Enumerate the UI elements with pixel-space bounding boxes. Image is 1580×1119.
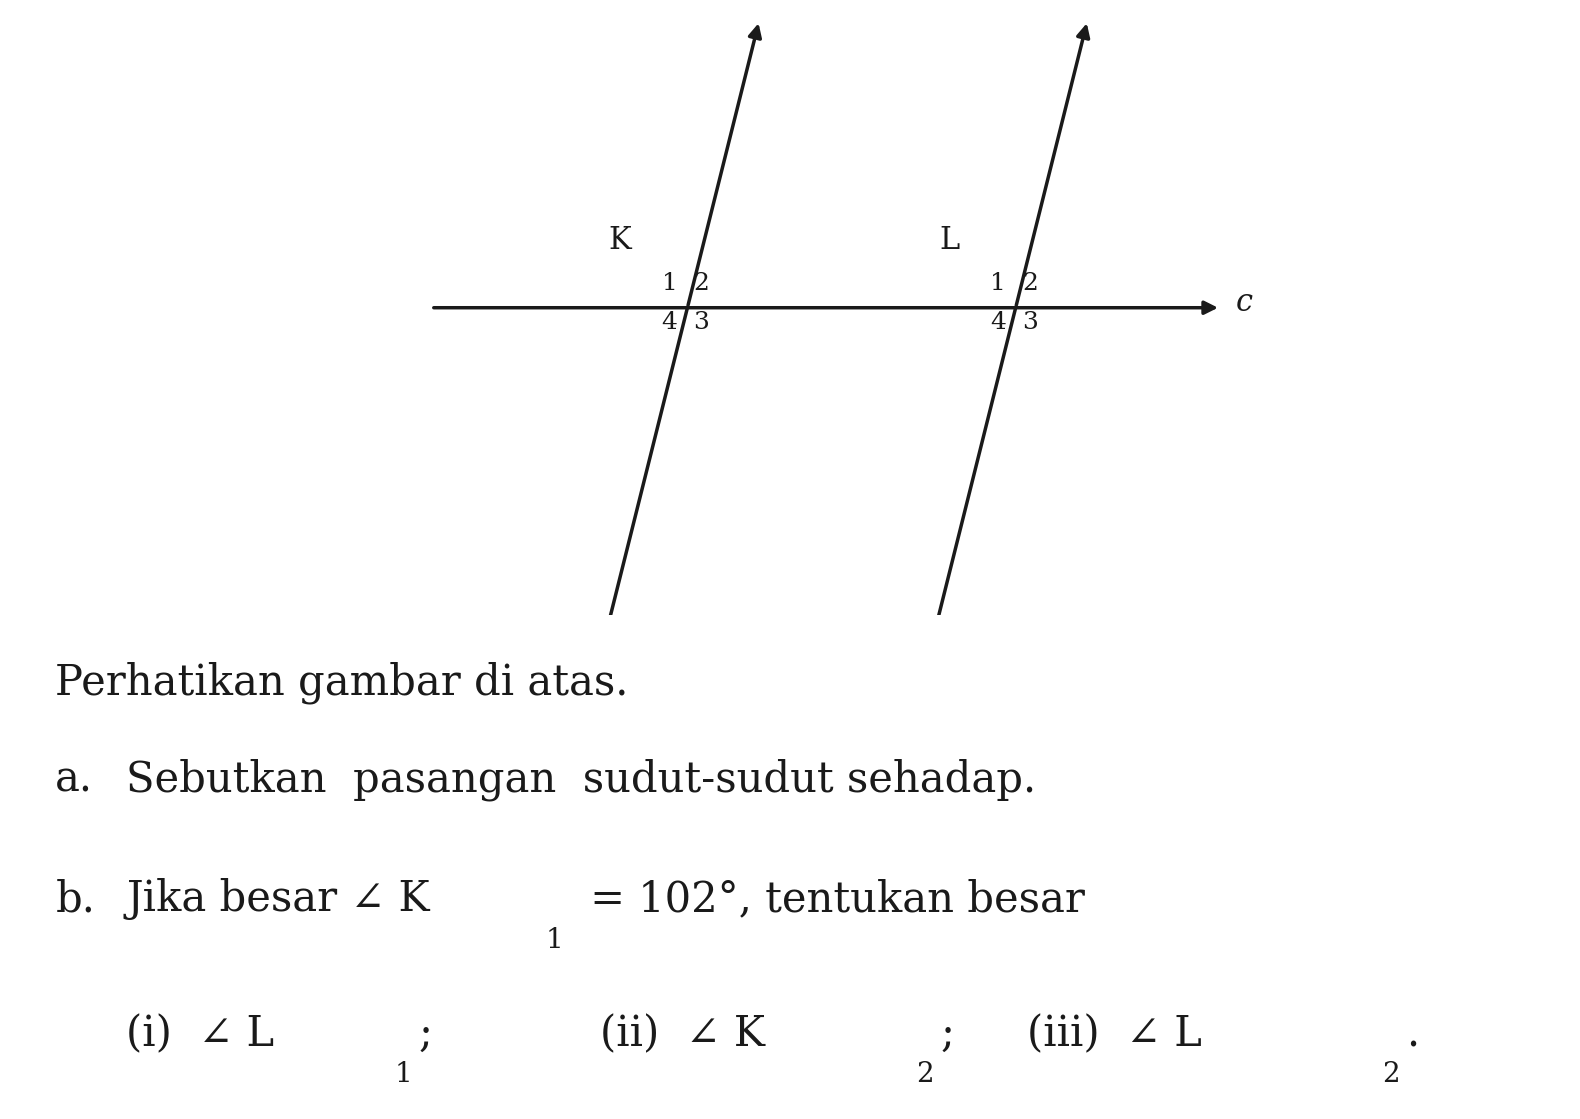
Text: b.: b. — [55, 878, 95, 921]
Text: ;: ; — [419, 1013, 433, 1055]
Text: L: L — [939, 225, 959, 256]
Text: .: . — [1406, 1013, 1419, 1055]
Text: ;: ; — [940, 1013, 954, 1055]
Text: 3: 3 — [694, 311, 709, 335]
Text: 1: 1 — [395, 1061, 412, 1089]
Text: (iii)  ∠ L: (iii) ∠ L — [1027, 1013, 1202, 1055]
Text: Perhatikan gambar di atas.: Perhatikan gambar di atas. — [55, 661, 629, 704]
Text: (ii)  ∠ K: (ii) ∠ K — [600, 1013, 765, 1055]
Text: 2: 2 — [694, 272, 709, 295]
Text: 1: 1 — [545, 927, 562, 953]
Text: c: c — [1236, 288, 1253, 318]
Text: 2: 2 — [1022, 272, 1038, 295]
Text: a.: a. — [55, 759, 93, 800]
Text: a: a — [766, 0, 784, 6]
Text: = 102°, tentukan besar: = 102°, tentukan besar — [577, 878, 1084, 921]
Text: 3: 3 — [1022, 311, 1038, 335]
Text: (i)  ∠ L: (i) ∠ L — [126, 1013, 275, 1055]
Text: 4: 4 — [662, 311, 678, 335]
Text: 4: 4 — [991, 311, 1006, 335]
Text: 2: 2 — [1382, 1061, 1400, 1089]
Text: 2: 2 — [916, 1061, 934, 1089]
Text: K: K — [608, 225, 630, 256]
Text: Jika besar ∠ K: Jika besar ∠ K — [126, 878, 430, 921]
Text: b: b — [1093, 0, 1112, 6]
Text: Sebutkan  pasangan  sudut-sudut sehadap.: Sebutkan pasangan sudut-sudut sehadap. — [126, 759, 1036, 800]
Text: 1: 1 — [991, 272, 1006, 295]
Text: 1: 1 — [662, 272, 678, 295]
